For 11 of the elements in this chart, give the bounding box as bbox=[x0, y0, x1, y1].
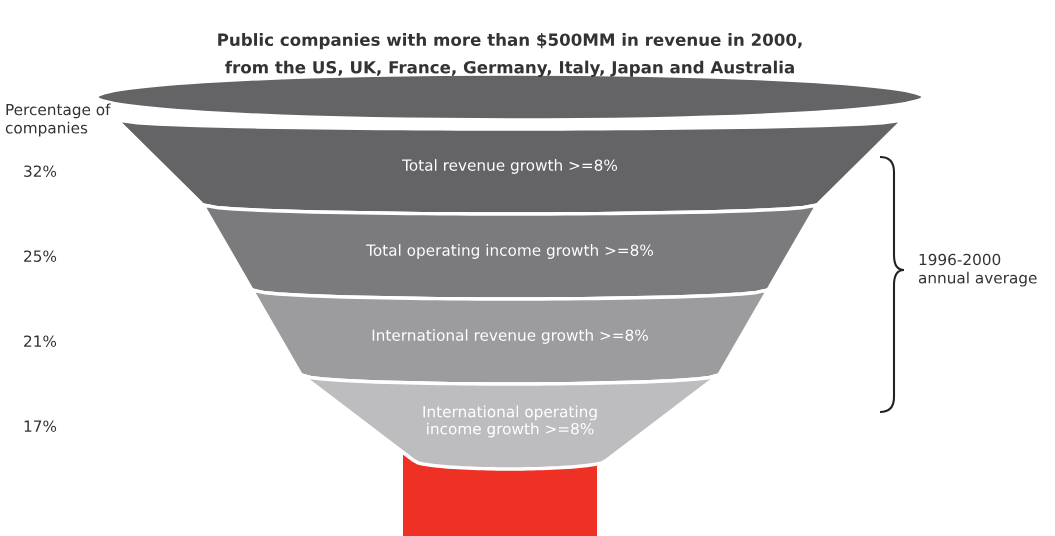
category-label: International revenue growth >=8% bbox=[372, 329, 648, 344]
category-label: Total operating income growth >=8% bbox=[366, 244, 654, 259]
text: Public companies with more than $500MM in revenue in 2000, from the US, UK, France, Germany, Italy, Japan and Australia bbox=[218, 33, 802, 77]
data-label: 25% bbox=[24, 250, 57, 262]
data-label: 32% bbox=[24, 165, 57, 177]
category-label: Total revenue growth >=8% bbox=[402, 159, 618, 174]
data-label: 17% bbox=[24, 420, 57, 432]
category-label: International operating income growth >=8% bbox=[423, 405, 597, 438]
data-label: 21% bbox=[24, 335, 57, 347]
text: Percentage of companies bbox=[5, 103, 111, 137]
text: 1996-2000 annual average bbox=[918, 253, 1037, 287]
